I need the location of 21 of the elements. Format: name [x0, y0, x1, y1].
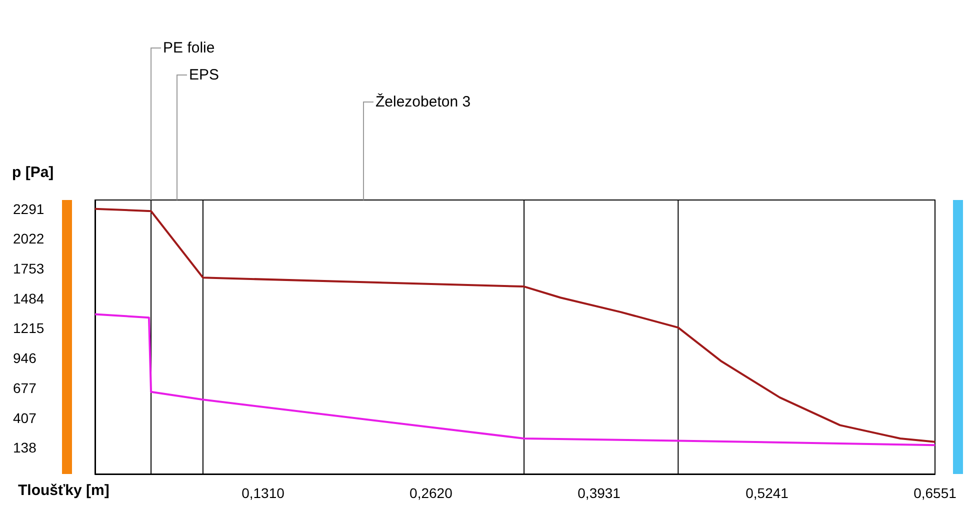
line-series: [94, 208, 936, 443]
annotation: PE folie: [163, 40, 215, 56]
x-tick-label: 0,1310: [242, 485, 285, 501]
y-tick-label: 946: [13, 350, 37, 366]
y-tick-label: 1753: [13, 260, 44, 276]
y-tick-label: 407: [13, 410, 37, 426]
y-tick-label: 2291: [13, 200, 44, 217]
x-axis-title: Tloušťky [m]: [18, 482, 110, 499]
y-axis-title: p [Pa]: [12, 164, 54, 181]
y-tick-label: 1484: [13, 290, 44, 306]
y-tick-label: 138: [13, 440, 37, 456]
line-series: [94, 313, 936, 446]
text: Železobeton 3: [376, 92, 471, 110]
x-tick-label: 0,5241: [746, 485, 789, 501]
text: EPS: [189, 66, 220, 84]
y-tick-label: 2022: [13, 230, 44, 247]
x-tick-label: 0,3931: [578, 485, 621, 501]
x-tick-label: 0,2620: [410, 485, 453, 501]
y-tick-label: 1215: [13, 320, 44, 336]
y-tick-label: 677: [13, 380, 37, 396]
x-tick-label: 0,6551: [914, 485, 957, 501]
